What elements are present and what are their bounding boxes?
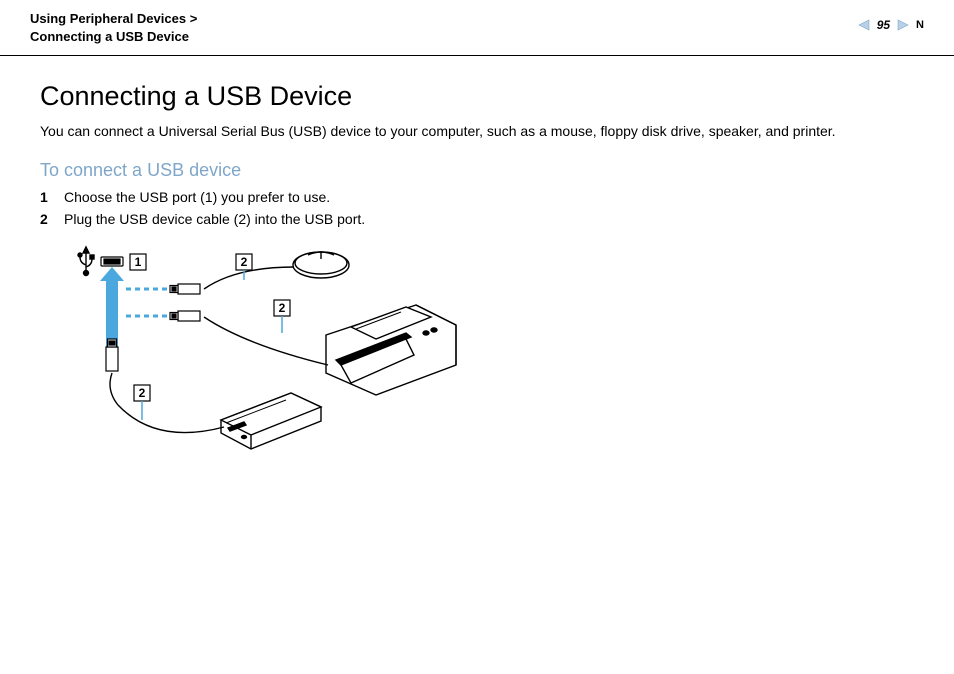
- usb-plug-icon: [170, 311, 200, 321]
- usb-plug-icon: [106, 339, 118, 371]
- floppy-drive-icon: [221, 393, 321, 449]
- page-content: Connecting a USB Device You can connect …: [0, 56, 954, 500]
- svg-text:2: 2: [139, 386, 146, 400]
- floppy-cable: [110, 373, 224, 433]
- page-header: Using Peripheral Devices > Connecting a …: [0, 0, 954, 56]
- prev-page-arrow-icon[interactable]: [857, 18, 871, 32]
- breadcrumb-separator: >: [190, 11, 198, 26]
- next-page-arrow-icon[interactable]: [896, 18, 910, 32]
- usb-port-icon: [101, 257, 123, 266]
- callout-box-2: 2: [274, 300, 290, 333]
- svg-text:2: 2: [241, 255, 248, 269]
- callout-box-2: 2: [134, 385, 150, 420]
- intro-paragraph: You can connect a Universal Serial Bus (…: [40, 122, 914, 142]
- svg-text:2: 2: [279, 301, 286, 315]
- callout-box-2: 2: [236, 254, 252, 280]
- section-subtitle: To connect a USB device: [40, 160, 914, 181]
- printer-cable: [204, 317, 328, 365]
- printer-icon: [326, 305, 456, 395]
- breadcrumb-parent: Using Peripheral Devices: [30, 11, 186, 26]
- breadcrumb: Using Peripheral Devices > Connecting a …: [30, 10, 197, 45]
- page-navigation: 95 N: [857, 18, 924, 32]
- page-title: Connecting a USB Device: [40, 81, 914, 112]
- usb-connection-diagram: 1: [76, 245, 914, 480]
- steps-list: Choose the USB port (1) you prefer to us…: [40, 189, 914, 227]
- step-item: Choose the USB port (1) you prefer to us…: [40, 189, 914, 205]
- nav-letter: N: [916, 19, 924, 31]
- mouse-icon: [293, 252, 349, 278]
- svg-text:1: 1: [135, 255, 142, 269]
- callout-box-1: 1: [130, 254, 146, 270]
- usb-plug-icon: [170, 284, 200, 294]
- step-item: Plug the USB device cable (2) into the U…: [40, 211, 914, 227]
- breadcrumb-current: Connecting a USB Device: [30, 29, 189, 44]
- usb-symbol-icon: [78, 247, 94, 276]
- page-number: 95: [877, 18, 890, 32]
